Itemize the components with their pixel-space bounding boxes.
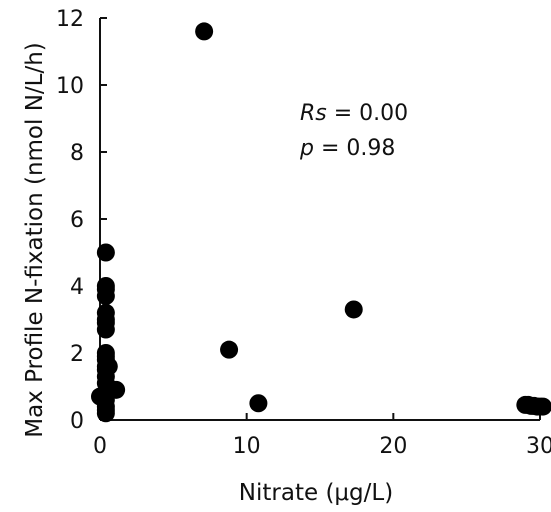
x-tick-label: 20: [379, 434, 407, 459]
rs-annotation: Rs = 0.00: [300, 101, 408, 126]
y-tick-label: 10: [56, 74, 84, 99]
x-tick-label: 30: [526, 434, 551, 459]
y-tick-label: 0: [70, 409, 84, 434]
x-tick-label: 0: [93, 434, 107, 459]
data-points: [91, 22, 551, 423]
y-tick-label: 4: [70, 275, 84, 300]
p-annotation: p = 0.98: [299, 136, 395, 161]
data-point: [96, 287, 115, 306]
data-point: [96, 404, 115, 423]
data-point: [195, 22, 214, 41]
x-axis-title: Nitrate (μg/L): [239, 480, 393, 506]
data-point: [96, 243, 115, 262]
rs-symbol: Rs: [300, 101, 327, 126]
y-tick-label: 6: [70, 208, 84, 233]
plot-area: 0 10 20 30 0 2 4 6 8 10 12: [56, 7, 551, 459]
y-tick-label: 12: [56, 7, 84, 32]
y-axis-title: Max Profile N-fixation (nmol N/L/h): [22, 42, 48, 438]
y-tick-label: 8: [70, 141, 84, 166]
data-point: [220, 340, 239, 359]
p-symbol: p: [299, 136, 314, 161]
p-value: = 0.98: [314, 136, 395, 161]
data-point: [96, 320, 115, 339]
y-tick-label: 2: [70, 342, 84, 367]
data-point: [249, 394, 268, 413]
data-point: [533, 397, 551, 416]
rs-value: = 0.00: [327, 101, 408, 126]
x-tick-label: 10: [233, 434, 261, 459]
data-point: [344, 300, 363, 319]
x-axis-ticks: 0 10 20 30: [93, 413, 551, 459]
